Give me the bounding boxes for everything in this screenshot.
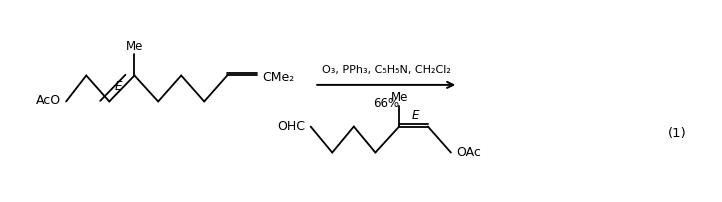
Text: O₃, PPh₃, C₅H₅N, CH₂Cl₂: O₃, PPh₃, C₅H₅N, CH₂Cl₂: [322, 65, 451, 75]
Text: (1): (1): [668, 126, 687, 139]
Text: AcO: AcO: [36, 94, 61, 107]
Text: OAc: OAc: [456, 145, 482, 158]
Text: Me: Me: [126, 40, 143, 53]
Text: E: E: [114, 80, 121, 93]
Text: CMe₂: CMe₂: [263, 71, 295, 84]
Text: 66%: 66%: [373, 96, 399, 109]
Text: Me: Me: [391, 91, 408, 104]
Text: E: E: [412, 108, 419, 121]
Text: OHC: OHC: [277, 119, 305, 132]
